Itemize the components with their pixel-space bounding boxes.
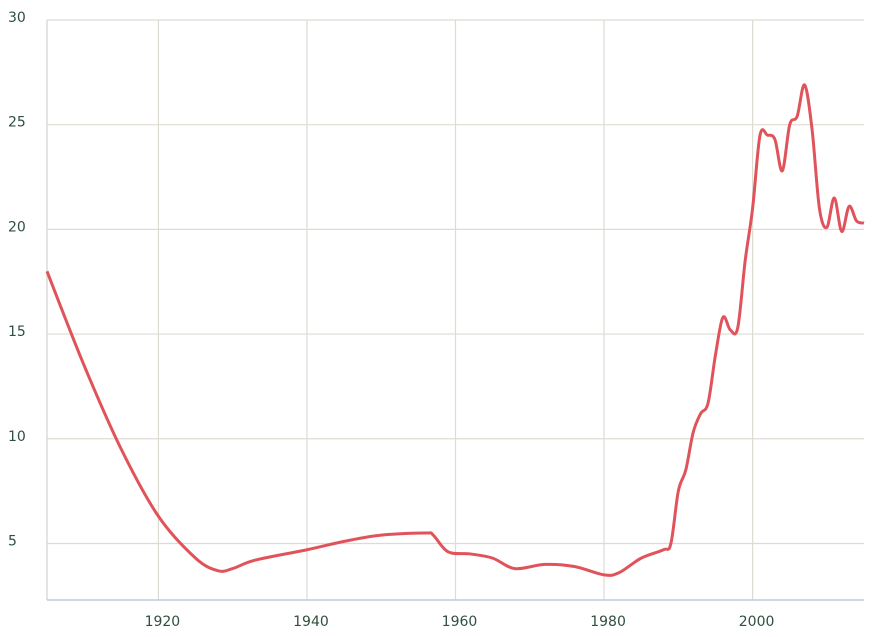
y-tick-label: 20	[8, 219, 26, 235]
y-tick-label: 25	[8, 115, 26, 131]
y-tick-label: 10	[8, 429, 26, 445]
line	[45, 83, 865, 577]
x-tick-label: 1980	[590, 614, 626, 630]
x-tick-label: 2000	[739, 614, 775, 630]
y-tick-label: 5	[8, 533, 17, 549]
x-tick-label: 1960	[442, 614, 478, 630]
y-tick-label: 15	[8, 324, 26, 340]
x-tick-label: 1920	[145, 614, 181, 630]
x-tick-label: 1940	[293, 614, 329, 630]
y-tick-label: 30	[8, 10, 26, 26]
